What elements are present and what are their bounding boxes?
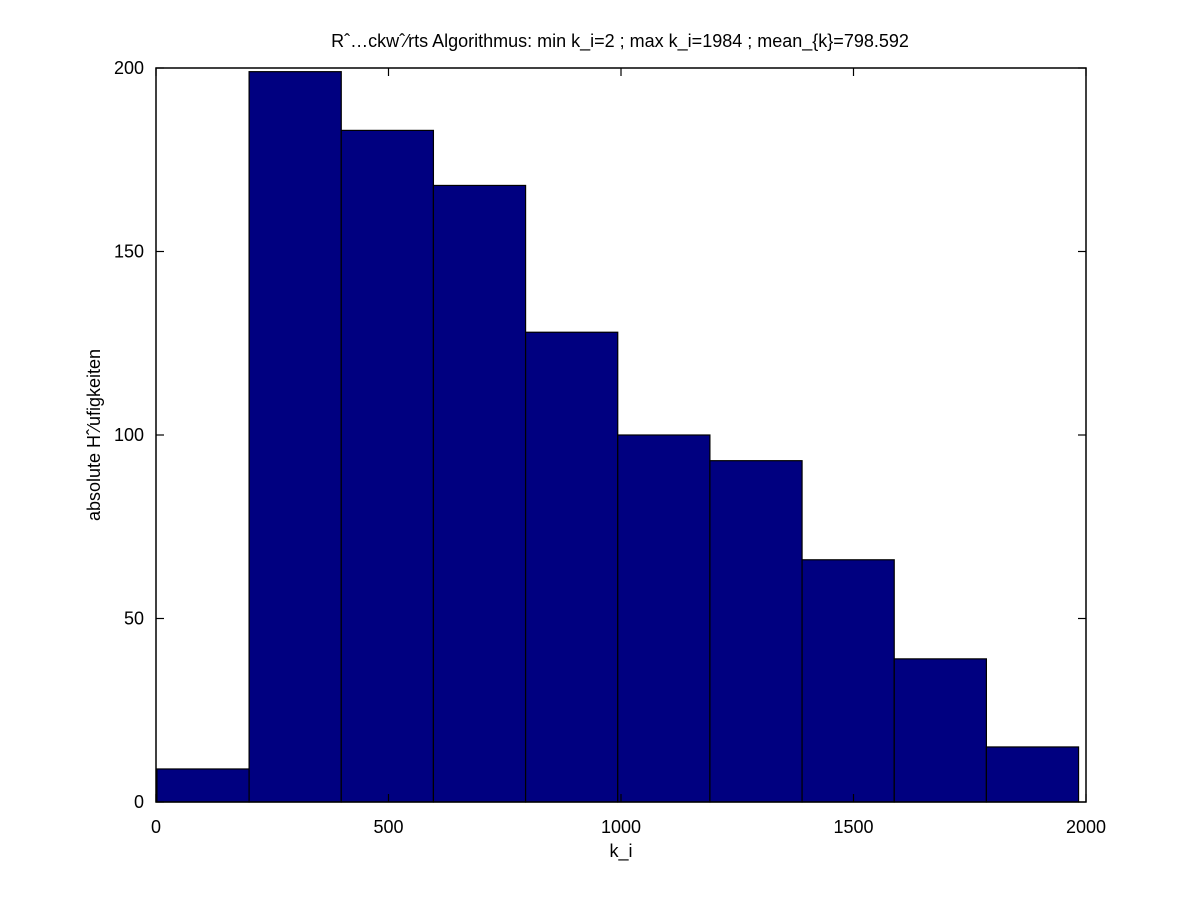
y-tick-label: 150 [114,242,144,262]
histogram-bar [432,184,527,803]
histogram-bar [617,434,711,803]
x-tick-label: 500 [373,817,403,837]
histogram-bar [340,129,435,803]
histogram-bar [709,460,803,803]
x-tick-label: 2000 [1066,817,1106,837]
x-tick-label: 0 [151,817,161,837]
histogram-bar [156,768,250,803]
y-tick-label: 0 [134,792,144,812]
y-tick-label: 100 [114,425,144,445]
y-tick-label: 50 [124,609,144,629]
x-tick-label: 1500 [833,817,873,837]
x-tick-label: 1000 [601,817,641,837]
histogram-bar [985,746,1080,803]
bars-group [156,71,1080,803]
ticks-group: 0 500 1000 1500 2000 0 50 100 150 200 [114,58,1106,837]
y-tick-label: 200 [114,58,144,78]
histogram-bar [893,658,987,803]
x-axis-label: k_i [609,841,632,862]
histogram-bar [524,331,619,803]
histogram-bar [801,559,895,803]
chart-title: Rˆ…ckwˆ⁄rts Algorithmus: min k_i=2 ; max… [331,31,909,52]
y-axis-label: absolute Hˆ⁄ufigkeiten [84,349,104,521]
histogram-bar [248,71,342,803]
